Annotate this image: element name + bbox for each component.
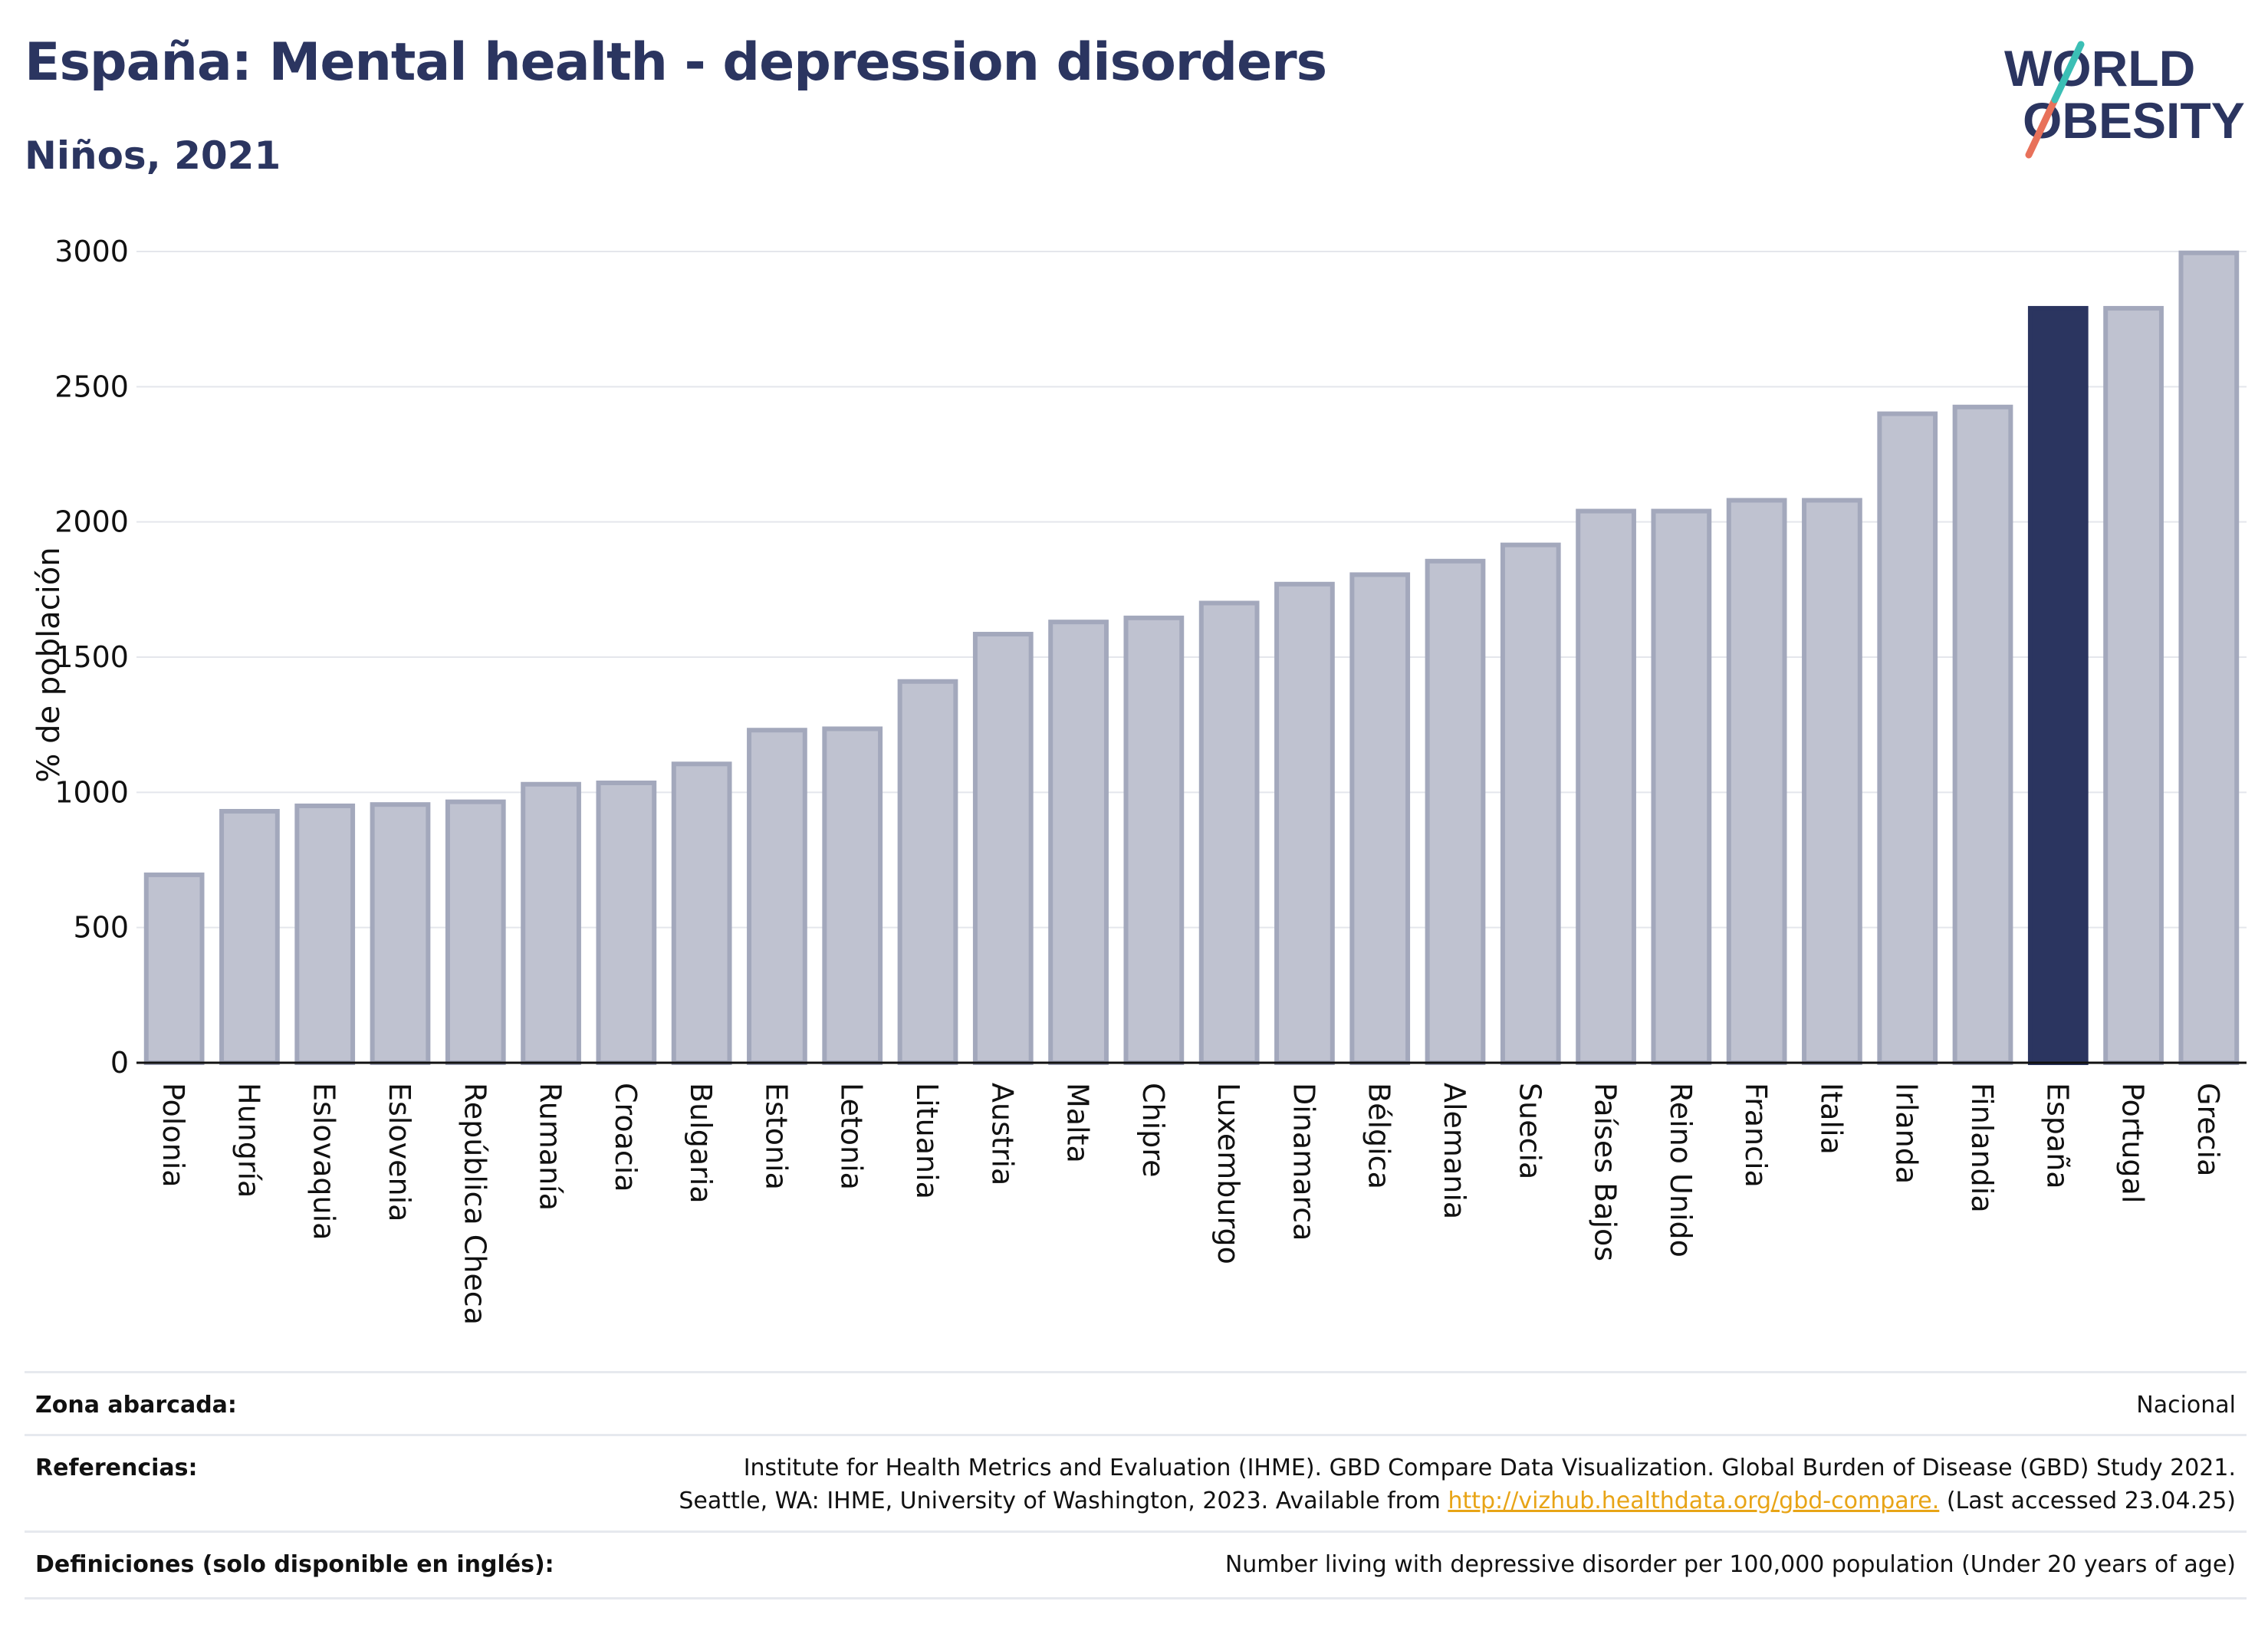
zona-label: Zona abarcada: (35, 1392, 237, 1419)
definiciones-label: Definiciones (solo disponible en inglés)… (35, 1551, 554, 1578)
x-tick-label: República Checa (458, 1083, 491, 1325)
y-axis-label: % de población (31, 547, 67, 782)
page-subtitle: Niños, 2021 (25, 133, 281, 178)
bar (294, 803, 356, 1065)
x-tick-label: Rumanía (534, 1083, 567, 1211)
info-row-definiciones: Definiciones (solo disponible en inglés)… (25, 1530, 2247, 1599)
bar (445, 799, 506, 1065)
y-tick-label: 500 (73, 911, 129, 945)
x-tick-label: Finlandia (1965, 1083, 1999, 1213)
info-row-zona: Zona abarcada: Nacional (25, 1371, 2247, 1436)
bar (1952, 404, 2013, 1065)
x-tick-label: Estonia (759, 1083, 793, 1190)
bar (370, 802, 431, 1066)
referencias-line-2: Seattle, WA: IHME, University of Washing… (679, 1484, 2236, 1517)
x-tick-label: Portugal (2116, 1083, 2150, 1203)
y-tick-label: 1000 (54, 775, 129, 809)
bar (1349, 572, 1411, 1065)
bar (521, 781, 581, 1066)
bar (1274, 581, 1335, 1065)
bar (2027, 306, 2089, 1065)
x-tick-label: Bulgaria (684, 1083, 718, 1204)
x-tick-label: Chipre (1136, 1083, 1170, 1177)
x-tick-label: Austria (985, 1083, 1019, 1185)
bar (972, 632, 1034, 1065)
x-tick-label: Alemania (1438, 1083, 1471, 1219)
x-tick-label: Lituania (910, 1083, 944, 1199)
x-tick-label: Malta (1061, 1083, 1095, 1163)
x-tick-label: Reino Unido (1664, 1083, 1698, 1258)
y-tick-label: 1500 (54, 640, 129, 674)
bar-chart: 0 500 1000 1500 2000 2500 3000 % de población Po… (31, 235, 2247, 1325)
x-tick-label: Francia (1739, 1083, 1773, 1188)
referencias-line-2-pre: Seattle, WA: IHME, University of Washing… (679, 1488, 1448, 1514)
world-obesity-logo: WORLD OBESITY (2004, 40, 2245, 159)
logo-text-world: WORLD (2004, 40, 2195, 97)
bar (2103, 306, 2164, 1065)
x-tick-label: Grecia (2191, 1083, 2225, 1176)
bar (1877, 411, 1938, 1065)
bar (747, 728, 807, 1065)
y-tick-label: 2500 (54, 370, 129, 403)
x-tick-label: Dinamarca (1287, 1083, 1320, 1241)
x-tick-label: Letonia (835, 1083, 869, 1190)
y-tick-label: 0 (110, 1046, 129, 1080)
x-tick-label: Eslovenia (383, 1083, 416, 1221)
bar (822, 726, 883, 1065)
referencias-line-2-post: (Last accessed 23.04.25) (1939, 1488, 2236, 1514)
bar (1651, 508, 1712, 1065)
x-tick-label: Hungría (232, 1083, 265, 1198)
bar (1500, 542, 1561, 1065)
x-tick-label: Países Bajos (1589, 1083, 1622, 1261)
x-tick-label: España (2040, 1083, 2074, 1189)
bar (1425, 558, 1486, 1065)
page-title: España: Mental health - depression disor… (25, 32, 1327, 93)
info-table: Zona abarcada: Nacional Referencias: Ins… (25, 1371, 2247, 1601)
bar (1726, 498, 1787, 1065)
bar (1802, 498, 1862, 1065)
x-tick-label: Luxemburgo (1211, 1083, 1245, 1264)
bar (897, 679, 958, 1065)
x-tick-label: Polonia (156, 1083, 190, 1188)
x-tick-label: Italia (1814, 1083, 1848, 1155)
bar (671, 761, 732, 1065)
bar (1123, 615, 1185, 1065)
x-tick-label: Eslovaquia (307, 1083, 341, 1240)
definiciones-value: Number living with depressive disorder p… (1224, 1551, 2236, 1578)
bar (219, 809, 280, 1066)
x-tick-label: Bélgica (1362, 1083, 1396, 1189)
logo-slash-teal (2051, 41, 2085, 104)
referencias-link[interactable]: http://vizhub.healthdata.org/gbd-compare… (1448, 1488, 1940, 1514)
info-row-referencias: Referencias: Institute for Health Metric… (25, 1434, 2247, 1533)
referencias-value: Institute for Health Metrics and Evaluat… (679, 1452, 2236, 1517)
bar (596, 780, 657, 1065)
x-tick-label: Suecia (1513, 1083, 1547, 1179)
bar (1048, 620, 1109, 1065)
bar (143, 872, 205, 1065)
y-tick-label: 2000 (54, 505, 129, 539)
bar (1198, 600, 1260, 1065)
referencias-label: Referencias: (35, 1455, 198, 1481)
bar (2178, 250, 2240, 1066)
bar (1576, 508, 1636, 1065)
referencias-line-1: Institute for Health Metrics and Evaluat… (743, 1455, 2236, 1481)
zona-value: Nacional (2136, 1392, 2236, 1419)
x-tick-label: Irlanda (1890, 1083, 1924, 1184)
logo-slash-coral (2025, 96, 2059, 159)
y-tick-label: 3000 (54, 235, 129, 268)
x-tick-label: Croacia (609, 1083, 643, 1192)
logo-text-obesity: OBESITY (2023, 92, 2245, 149)
